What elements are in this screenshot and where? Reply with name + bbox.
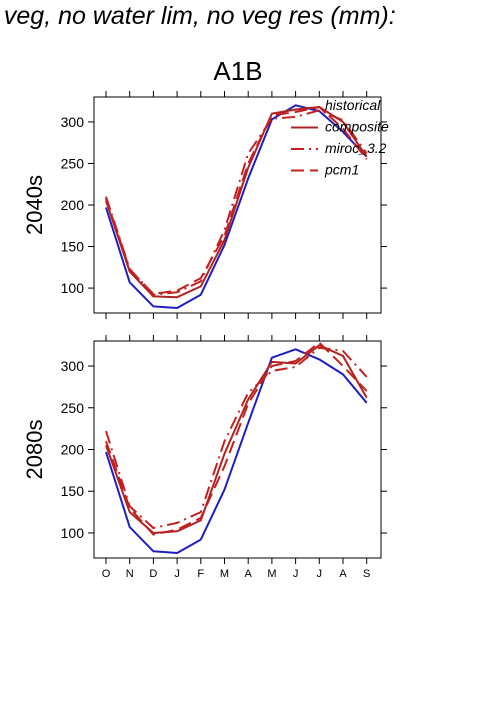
y-tick-label: 150 xyxy=(61,483,85,499)
y-tick-label: 300 xyxy=(61,358,85,374)
y-axis-label: 2080s xyxy=(22,420,47,480)
y-tick-label: 250 xyxy=(61,155,85,171)
figure-title: f veg, no water lim, no veg res (mm): xyxy=(0,2,396,30)
x-tick-label: J xyxy=(317,568,323,580)
x-tick-label: M xyxy=(267,568,276,580)
legend-label: pcm1 xyxy=(324,162,359,178)
y-tick-label: 100 xyxy=(61,280,85,296)
series-line-composite xyxy=(105,344,368,534)
x-tick-label: S xyxy=(363,568,370,580)
y-tick-label: 300 xyxy=(61,114,85,130)
x-tick-label: A xyxy=(245,568,253,580)
y-tick-label: 200 xyxy=(61,442,85,458)
series-line-composite xyxy=(105,106,368,299)
y-axis-label: 2040s xyxy=(22,175,47,235)
y-tick-label: 250 xyxy=(61,400,85,416)
y-tick-label: 100 xyxy=(61,525,85,541)
series-line-miroc-3-2 xyxy=(105,346,368,529)
x-tick-label: F xyxy=(197,568,204,580)
scenario-title: A1B xyxy=(213,56,263,86)
x-tick-label: D xyxy=(149,568,157,580)
x-tick-label: J xyxy=(293,568,299,580)
series-line-pcm1 xyxy=(105,341,368,536)
plot-frame-2 xyxy=(93,340,382,559)
series-line-historical xyxy=(105,104,368,309)
series-line-pcm1 xyxy=(105,106,368,295)
x-tick-label: O xyxy=(102,568,111,580)
y-tick-label: 150 xyxy=(61,239,85,255)
x-tick-label: A xyxy=(339,568,347,580)
legend-label: miroc_3.2 xyxy=(325,140,387,156)
series-line-historical xyxy=(105,348,368,554)
x-tick-label: M xyxy=(220,568,229,580)
x-tick-label: J xyxy=(174,568,180,580)
legend-label: composite xyxy=(325,119,389,135)
legend-label: historical xyxy=(325,97,381,113)
y-tick-label: 200 xyxy=(61,197,85,213)
x-tick-label: N xyxy=(126,568,134,580)
